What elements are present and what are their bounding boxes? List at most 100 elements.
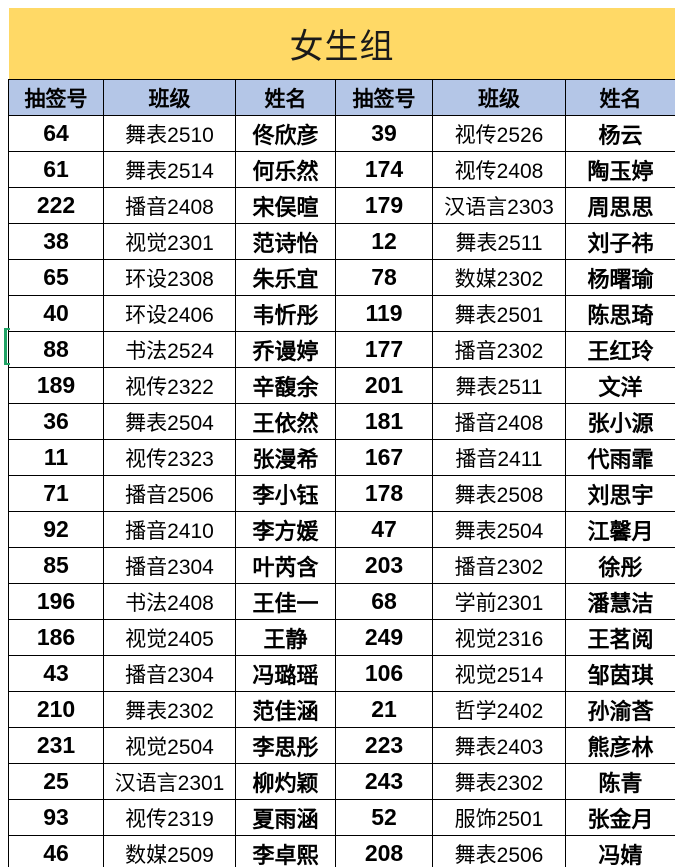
cell-class[interactable]: 舞表2508 [432,475,566,512]
cell-draw-no[interactable]: 25 [8,763,104,800]
cell-name[interactable]: 范佳涵 [235,691,336,728]
cell-class[interactable]: 汉语言2301 [103,763,236,800]
cell-draw-no[interactable]: 196 [8,583,104,620]
cell-class[interactable]: 数媒2509 [103,835,236,867]
cell-class[interactable]: 书法2524 [103,331,236,368]
cell-name[interactable]: 辛馥余 [235,367,336,404]
group-title-cell[interactable]: 女生组 [8,8,675,80]
col-header-draw-no-left[interactable]: 抽签号 [8,79,104,116]
cell-draw-no[interactable]: 47 [335,511,433,548]
cell-name[interactable]: 张漫希 [235,439,336,476]
cell-draw-no[interactable]: 52 [335,799,433,836]
cell-draw-no[interactable]: 106 [335,655,433,692]
col-header-name-left[interactable]: 姓名 [235,79,336,116]
cell-class[interactable]: 服饰2501 [432,799,566,836]
cell-draw-no[interactable]: 208 [335,835,433,867]
cell-name[interactable]: 王佳一 [235,583,336,620]
cell-class[interactable]: 播音2410 [103,511,236,548]
cell-class[interactable]: 视传2322 [103,367,236,404]
cell-draw-no[interactable]: 61 [8,151,104,188]
cell-class[interactable]: 播音2506 [103,475,236,512]
cell-draw-no[interactable]: 119 [335,295,433,332]
cell-draw-no[interactable]: 39 [335,115,433,152]
cell-draw-no[interactable]: 64 [8,115,104,152]
cell-name[interactable]: 佟欣彦 [235,115,336,152]
cell-name[interactable]: 杨云 [564,115,675,152]
cell-class[interactable]: 舞表2510 [103,115,236,152]
cell-draw-no[interactable]: 174 [335,151,433,188]
cell-class[interactable]: 学前2301 [432,583,566,620]
cell-name[interactable]: 代雨霏 [564,439,675,476]
cell-name[interactable]: 范诗怡 [235,223,336,260]
cell-name[interactable]: 刘思宇 [564,475,675,512]
cell-draw-no[interactable]: 210 [8,691,104,728]
cell-name[interactable]: 陈思琦 [564,295,675,332]
cell-class[interactable]: 视觉2514 [432,655,566,692]
cell-draw-no[interactable]: 65 [8,259,104,296]
cell-name[interactable]: 江馨月 [564,511,675,548]
cell-name[interactable]: 孙渝莟 [564,691,675,728]
cell-class[interactable]: 舞表2403 [432,727,566,764]
cell-name[interactable]: 徐彤 [564,547,675,584]
cell-name[interactable]: 潘慧洁 [564,583,675,620]
cell-name[interactable]: 夏雨涵 [235,799,336,836]
cell-name[interactable]: 李思彤 [235,727,336,764]
cell-class[interactable]: 播音2302 [432,331,566,368]
cell-class[interactable]: 视觉2316 [432,619,566,656]
cell-class[interactable]: 播音2302 [432,547,566,584]
cell-class[interactable]: 播音2304 [103,655,236,692]
cell-draw-no[interactable]: 38 [8,223,104,260]
cell-draw-no[interactable]: 201 [335,367,433,404]
cell-draw-no[interactable]: 36 [8,403,104,440]
cell-class[interactable]: 舞表2511 [432,367,566,404]
cell-class[interactable]: 视觉2504 [103,727,236,764]
cell-class[interactable]: 舞表2514 [103,151,236,188]
cell-name[interactable]: 刘子祎 [564,223,675,260]
cell-draw-no[interactable]: 71 [8,475,104,512]
cell-draw-no[interactable]: 177 [335,331,433,368]
cell-name[interactable]: 陈青 [564,763,675,800]
cell-draw-no[interactable]: 167 [335,439,433,476]
cell-class[interactable]: 视觉2301 [103,223,236,260]
cell-class[interactable]: 哲学2402 [432,691,566,728]
cell-name[interactable]: 周思思 [564,187,675,224]
col-header-class-left[interactable]: 班级 [103,79,236,116]
cell-draw-no[interactable]: 178 [335,475,433,512]
cell-draw-no[interactable]: 186 [8,619,104,656]
cell-name[interactable]: 王茗阅 [564,619,675,656]
cell-name[interactable]: 李小钰 [235,475,336,512]
cell-class[interactable]: 舞表2302 [432,763,566,800]
cell-draw-no[interactable]: 40 [8,295,104,332]
cell-class[interactable]: 视传2526 [432,115,566,152]
cell-class[interactable]: 播音2304 [103,547,236,584]
cell-name[interactable]: 叶芮含 [235,547,336,584]
cell-class[interactable]: 舞表2511 [432,223,566,260]
col-header-draw-no-right[interactable]: 抽签号 [335,79,433,116]
cell-name[interactable]: 王依然 [235,403,336,440]
cell-draw-no[interactable]: 11 [8,439,104,476]
cell-class[interactable]: 舞表2506 [432,835,566,867]
cell-draw-no[interactable]: 203 [335,547,433,584]
cell-draw-no[interactable]: 249 [335,619,433,656]
cell-draw-no[interactable]: 78 [335,259,433,296]
cell-draw-no[interactable]: 222 [8,187,104,224]
cell-name[interactable]: 韦忻彤 [235,295,336,332]
cell-name[interactable]: 乔谩婷 [235,331,336,368]
cell-class[interactable]: 视传2408 [432,151,566,188]
cell-class[interactable]: 播音2408 [103,187,236,224]
cell-class[interactable]: 舞表2504 [103,403,236,440]
cell-name[interactable]: 李方媛 [235,511,336,548]
cell-draw-no[interactable]: 43 [8,655,104,692]
cell-class[interactable]: 书法2408 [103,583,236,620]
cell-draw-no[interactable]: 93 [8,799,104,836]
cell-class[interactable]: 汉语言2303 [432,187,566,224]
cell-draw-no[interactable]: 92 [8,511,104,548]
cell-draw-no[interactable]: 189 [8,367,104,404]
cell-draw-no[interactable]: 181 [335,403,433,440]
cell-draw-no[interactable]: 231 [8,727,104,764]
cell-draw-no[interactable]: 85 [8,547,104,584]
cell-draw-no[interactable]: 88 [8,331,104,368]
cell-draw-no[interactable]: 179 [335,187,433,224]
cell-draw-no[interactable]: 46 [8,835,104,867]
cell-class[interactable]: 视传2319 [103,799,236,836]
